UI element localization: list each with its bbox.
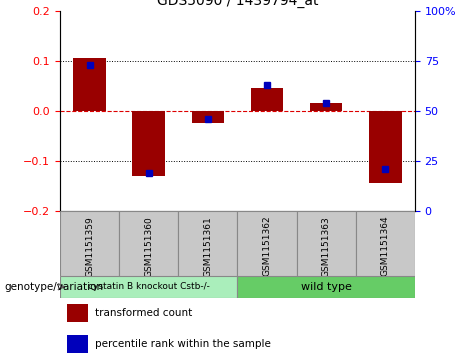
Bar bbox=[60, 276, 237, 298]
Text: GSM1151362: GSM1151362 bbox=[262, 216, 272, 276]
Text: cystatin B knockout Cstb-/-: cystatin B knockout Cstb-/- bbox=[88, 282, 210, 291]
Text: GSM1151363: GSM1151363 bbox=[322, 216, 331, 277]
Text: GSM1151360: GSM1151360 bbox=[144, 216, 153, 277]
Text: GSM1151359: GSM1151359 bbox=[85, 216, 94, 277]
Text: GSM1151361: GSM1151361 bbox=[203, 216, 213, 277]
Bar bbox=[251, 88, 283, 111]
Bar bbox=[132, 111, 165, 176]
Bar bbox=[67, 304, 89, 322]
Bar bbox=[296, 211, 356, 276]
Text: GSM1151364: GSM1151364 bbox=[381, 216, 390, 276]
Bar bbox=[60, 211, 119, 276]
Bar bbox=[237, 276, 415, 298]
Bar bbox=[178, 211, 237, 276]
Bar bbox=[73, 58, 106, 111]
Bar bbox=[369, 111, 402, 183]
Text: transformed count: transformed count bbox=[95, 308, 193, 318]
Bar bbox=[192, 111, 224, 123]
Bar bbox=[119, 211, 178, 276]
Bar bbox=[237, 211, 296, 276]
Bar bbox=[67, 335, 89, 353]
Title: GDS5090 / 1439794_at: GDS5090 / 1439794_at bbox=[157, 0, 318, 8]
Bar bbox=[310, 103, 343, 111]
Bar bbox=[356, 211, 415, 276]
Text: wild type: wild type bbox=[301, 282, 352, 292]
Text: genotype/variation: genotype/variation bbox=[5, 282, 104, 292]
Text: percentile rank within the sample: percentile rank within the sample bbox=[95, 339, 272, 349]
